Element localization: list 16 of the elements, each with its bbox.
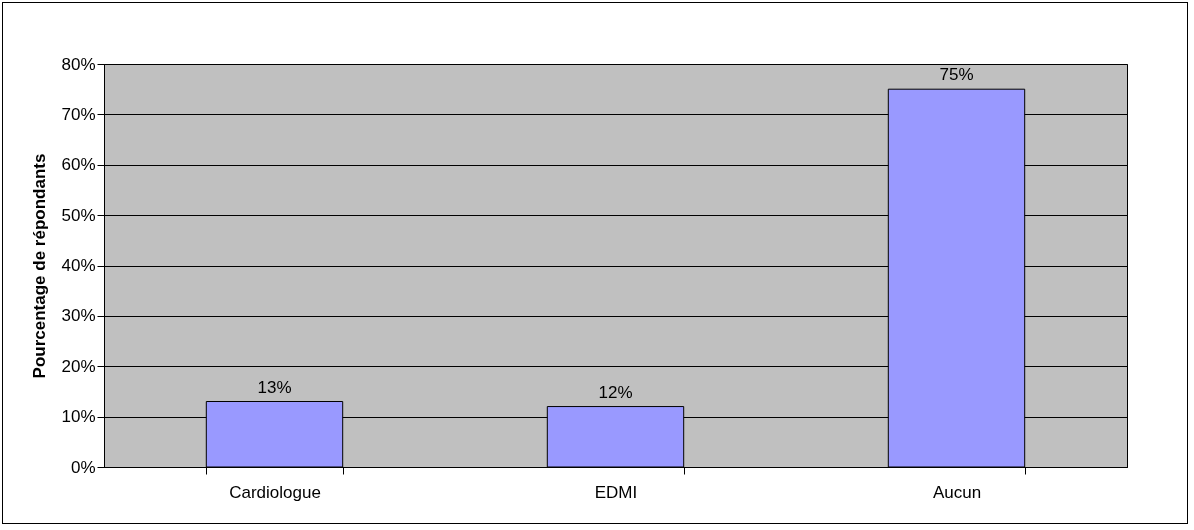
y-axis-title: Pourcentage de répondants (30, 153, 50, 379)
data-label: 75% (939, 65, 974, 85)
y-tick-label: 20% (61, 356, 96, 376)
y-tick-label: 50% (61, 205, 96, 225)
y-tick-label: 70% (61, 104, 96, 124)
y-tick-label: 10% (61, 407, 96, 427)
y-tick-label: 0% (70, 457, 96, 477)
data-label: 12% (598, 382, 633, 402)
y-tick-label: 60% (61, 155, 96, 175)
y-tick-label: 30% (61, 306, 96, 326)
x-tick-label: Aucun (932, 482, 982, 502)
data-label: 13% (257, 377, 292, 397)
y-tick-label: 40% (61, 256, 96, 275)
y-tick-label: 80% (61, 54, 96, 74)
x-tick-label: EDMI (594, 482, 638, 502)
x-tick-label: Cardiologue (229, 482, 321, 502)
